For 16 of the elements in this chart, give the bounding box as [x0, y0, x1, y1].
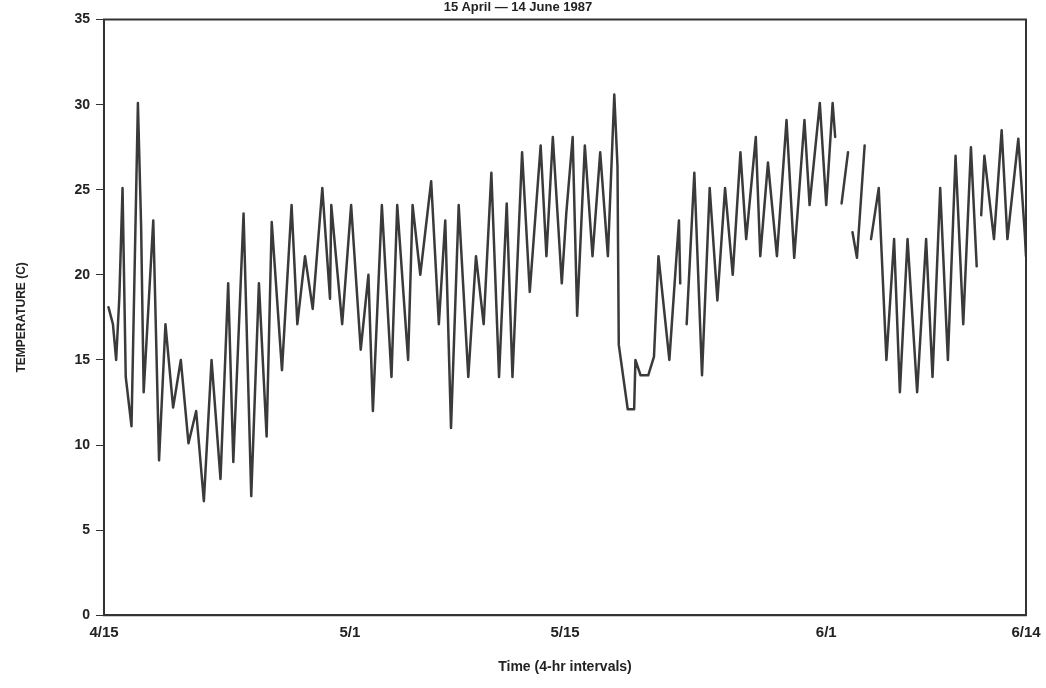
y-tick-label: 5: [82, 520, 91, 537]
y-tick-label: 20: [74, 265, 91, 282]
y-tick-label: 10: [74, 435, 91, 452]
y-axis-title: TEMPERATURE (C): [13, 262, 28, 373]
x-tick-label: 6/14: [1011, 623, 1042, 641]
chart-title: 15 April — 14 June 1987: [443, 0, 593, 15]
y-tick-label: 25: [74, 180, 91, 197]
x-tick-label: 6/1: [815, 623, 837, 641]
y-tick-label: 35: [74, 10, 91, 27]
x-tick-label: 5/15: [550, 623, 580, 641]
x-tick-label: 5/1: [339, 623, 361, 641]
y-tick-label: 0: [82, 606, 91, 623]
x-axis-title: Time (4-hr intervals): [498, 658, 632, 675]
y-tick-label: 30: [74, 95, 91, 112]
x-tick-label: 4/15: [89, 623, 119, 641]
y-tick-label: 15: [74, 350, 91, 367]
